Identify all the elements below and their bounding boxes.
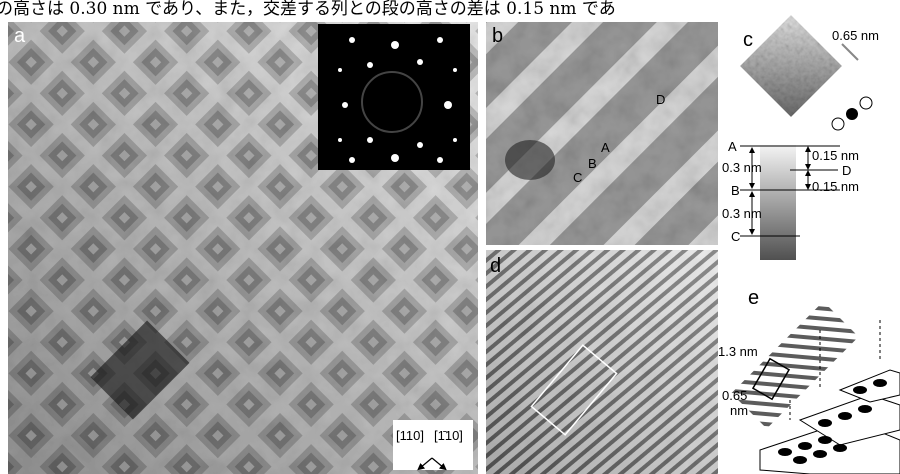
direction-label: [1̄10] xyxy=(434,428,463,443)
graphic-part xyxy=(338,68,342,72)
graphic-part xyxy=(840,370,900,402)
graphic-part xyxy=(818,436,832,444)
graphic-part xyxy=(838,412,852,420)
graphic-part xyxy=(818,419,832,427)
graphic-part xyxy=(873,379,887,387)
height-label: 0.15 nm xyxy=(812,179,859,194)
height-label: 0.15 nm xyxy=(812,148,859,163)
page: の高さは 0.30 nm であり、また，交差する列との段の高さの差は 0.15 … xyxy=(0,0,900,474)
level-label: D xyxy=(842,163,851,178)
width-label: 0.65 nm xyxy=(832,28,879,43)
level-label: B xyxy=(731,183,740,198)
dark-region xyxy=(505,140,555,180)
panel-label: e xyxy=(748,287,759,309)
point-label: C xyxy=(573,170,582,185)
graphic-part xyxy=(391,41,399,49)
graphic-part xyxy=(338,138,342,142)
point-label: D xyxy=(656,92,665,107)
direction-label: [110] xyxy=(396,428,424,443)
atom-black xyxy=(846,108,858,120)
graphic-part xyxy=(453,138,457,142)
graphic-part xyxy=(417,59,423,65)
point-label: A xyxy=(601,140,610,155)
graphic-part xyxy=(793,456,807,464)
graphic-part xyxy=(437,37,443,43)
dimension-label: nm xyxy=(730,403,748,418)
panel-label: a xyxy=(14,25,26,47)
level-label: C xyxy=(731,229,740,244)
atom-white xyxy=(860,97,872,109)
graphic-part xyxy=(444,101,452,109)
width-bar xyxy=(842,44,858,60)
panel-label: d xyxy=(490,255,501,277)
panel-a: a [110] [1̄10] xyxy=(8,22,478,474)
panel-c: c 0.65 nm A B C D 0.3 nm 0.15 nm 0.3 nm … xyxy=(722,15,879,260)
graphic-part xyxy=(367,137,373,143)
graphic-part xyxy=(453,68,457,72)
atom-white xyxy=(832,118,844,130)
height-label: 0.3 nm xyxy=(722,160,762,175)
graphic-part xyxy=(342,102,348,108)
point-label: B xyxy=(588,156,597,171)
graphic-part xyxy=(391,154,399,162)
figure: の高さは 0.30 nm であり、また，交差する列との段の高さの差は 0.15 … xyxy=(0,0,900,474)
graphic-part xyxy=(798,442,812,450)
panel-label: c xyxy=(743,29,753,51)
graphic-part xyxy=(367,62,373,68)
beam-stop xyxy=(362,72,422,132)
caption-line: の高さは 0.30 nm であり、また，交差する列との段の高さの差は 0.15 … xyxy=(0,0,616,19)
graphic-part xyxy=(349,37,355,43)
panel-d: d xyxy=(486,250,718,474)
graphic-part xyxy=(778,448,792,456)
panel-label: b xyxy=(492,25,503,47)
graphic-part xyxy=(813,450,827,458)
graphic-part xyxy=(437,157,443,163)
panel-b: b A B C D xyxy=(486,22,718,245)
stm-image xyxy=(486,22,718,245)
graphic-part xyxy=(417,142,423,148)
stm-image xyxy=(740,15,842,117)
graphic-part xyxy=(858,405,872,413)
graphic-part xyxy=(833,444,847,452)
panel-e: e 1.3 nm 0.65 nm xyxy=(718,287,900,474)
height-scale xyxy=(760,145,796,260)
graphic-part xyxy=(853,386,867,394)
graphic-part xyxy=(349,157,355,163)
level-label: A xyxy=(728,139,737,154)
height-label: 0.3 nm xyxy=(722,206,762,221)
dimension-label: 0.65 xyxy=(722,388,747,403)
dimension-label: 1.3 nm xyxy=(718,344,758,359)
